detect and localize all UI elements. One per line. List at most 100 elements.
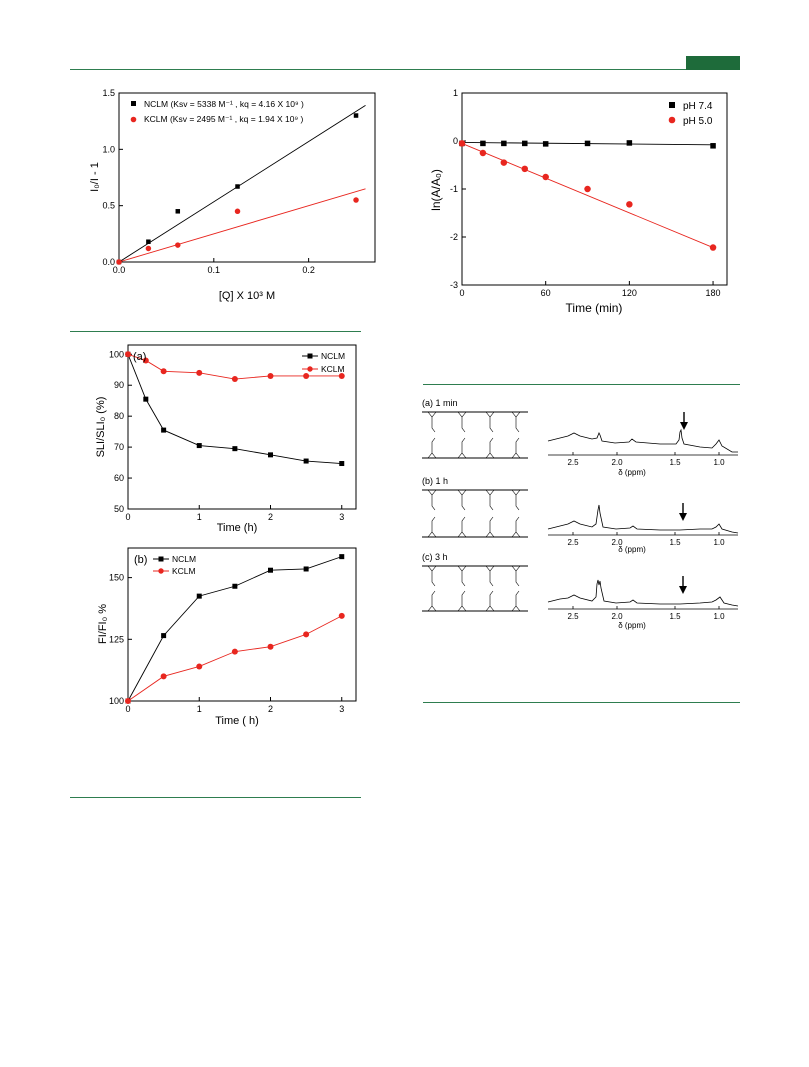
x-tick-label: 0	[459, 288, 464, 298]
series-line-series-1	[127, 353, 342, 380]
series-line-series-1	[127, 615, 342, 702]
lipid-chain-top	[427, 565, 437, 587]
data-point	[232, 446, 238, 452]
data-point	[626, 201, 633, 208]
section-rule-right-2	[423, 702, 740, 703]
data-point	[709, 244, 717, 251]
y-tick-label: 1	[453, 88, 458, 98]
x-tick-label: 2	[268, 512, 273, 522]
lipid-chain-top	[511, 411, 521, 433]
lipid-chain-top	[485, 411, 495, 433]
y-tick-label: 90	[114, 380, 124, 390]
y-tick-label: -1	[450, 184, 458, 194]
data-point	[234, 208, 241, 215]
data-point	[267, 643, 274, 650]
y-axis-label: I₀/I - 1	[89, 162, 101, 192]
data-point	[116, 259, 122, 265]
data-point	[161, 633, 167, 639]
x-tick-label: 0	[125, 512, 130, 522]
data-point	[584, 140, 591, 147]
arrow-head-icon	[679, 586, 687, 594]
nmr-panel-label: (a) 1 min	[422, 398, 458, 408]
y-tick-label: -3	[450, 280, 458, 290]
ppm-tick-label: 2.0	[611, 612, 623, 621]
lipid-chain-top	[457, 489, 467, 511]
data-point	[125, 351, 131, 357]
data-point	[521, 165, 529, 173]
legend-marker-kclm	[158, 568, 164, 574]
legend-marker-ph50	[668, 116, 676, 124]
legend-label-ph50: pH 5.0	[683, 116, 713, 127]
data-point	[339, 461, 345, 467]
data-point	[196, 369, 203, 376]
data-point	[479, 149, 487, 157]
data-point	[480, 140, 486, 147]
data-point	[710, 143, 716, 149]
legend-label-ph74: pH 7.4	[683, 101, 713, 112]
data-point	[160, 673, 167, 680]
section-rule-right-1	[423, 384, 740, 385]
lipid-chain-bottom	[427, 516, 437, 538]
legend-label-kclm: KCLM	[172, 566, 196, 576]
x-axis-label: Time (h)	[217, 522, 258, 534]
ppm-tick-label: 2.5	[567, 458, 579, 467]
ppm-tick-label: 1.0	[713, 458, 725, 467]
lipid-chain-top	[511, 489, 521, 511]
y-tick-label: 80	[114, 411, 124, 421]
plot-frame	[461, 92, 728, 286]
y-tick-label: 1.5	[102, 88, 115, 98]
x-tick-label: 3	[339, 704, 344, 714]
lipid-chain-bottom	[427, 590, 437, 612]
data-point	[458, 140, 466, 147]
y-tick-label: -2	[450, 232, 458, 242]
x-tick-label: 120	[622, 288, 637, 298]
lipid-chain-bottom	[511, 590, 521, 612]
bilayer-schematic	[422, 565, 528, 612]
y-tick-label: 125	[109, 634, 124, 644]
data-point	[522, 140, 528, 147]
section-rule-left-2	[70, 797, 361, 798]
data-point	[231, 376, 238, 383]
data-point	[231, 648, 238, 655]
lipid-chain-bottom	[457, 516, 467, 538]
data-point	[542, 173, 549, 181]
legend-label-nclm: NCLM (Ksv = 5338 M⁻¹ , kq = 4.16 X 10⁹ )	[144, 99, 304, 109]
x-tick-label: 0	[125, 704, 130, 714]
x-axis-label: Time ( h)	[215, 715, 259, 727]
data-point	[175, 242, 181, 248]
y-tick-label: 0	[453, 136, 458, 146]
ppm-tick-label: 1.5	[669, 538, 681, 547]
legend-marker-ph74	[669, 102, 675, 108]
y-axis-label: FI/FI₀ %	[97, 604, 109, 644]
data-point	[353, 113, 359, 118]
data-point	[268, 452, 273, 458]
nmr-panel-label: (b) 1 h	[422, 476, 448, 486]
data-point	[542, 141, 549, 147]
data-point	[196, 443, 202, 449]
data-point	[235, 184, 240, 189]
lipid-chain-bottom	[485, 590, 495, 612]
lipid-chain-bottom	[427, 437, 437, 459]
data-point	[584, 185, 591, 193]
y-tick-label: 60	[114, 473, 124, 483]
legend-label-kclm: KCLM (Ksv = 2495 M⁻¹ , kq = 1.94 X 10⁹ )	[144, 114, 303, 124]
data-point	[125, 351, 131, 358]
lipid-chain-top	[485, 489, 495, 511]
arrow-head-icon	[679, 513, 687, 521]
x-tick-label: 2	[268, 704, 273, 714]
y-axis-label: ln(A/A₀)	[429, 169, 443, 211]
ppm-tick-label: 1.5	[669, 458, 681, 467]
data-point	[339, 554, 345, 560]
data-point	[142, 357, 149, 364]
arrow-head-icon	[680, 422, 688, 430]
legend-marker-kclm	[307, 366, 313, 372]
series-line-series-0	[127, 354, 342, 464]
x-tick-label: 0.1	[208, 265, 221, 275]
legend-marker-kclm	[130, 116, 137, 123]
ppm-axis-label: δ (ppm)	[618, 545, 646, 554]
data-point	[303, 458, 309, 464]
fit-line-series-0	[461, 141, 714, 146]
